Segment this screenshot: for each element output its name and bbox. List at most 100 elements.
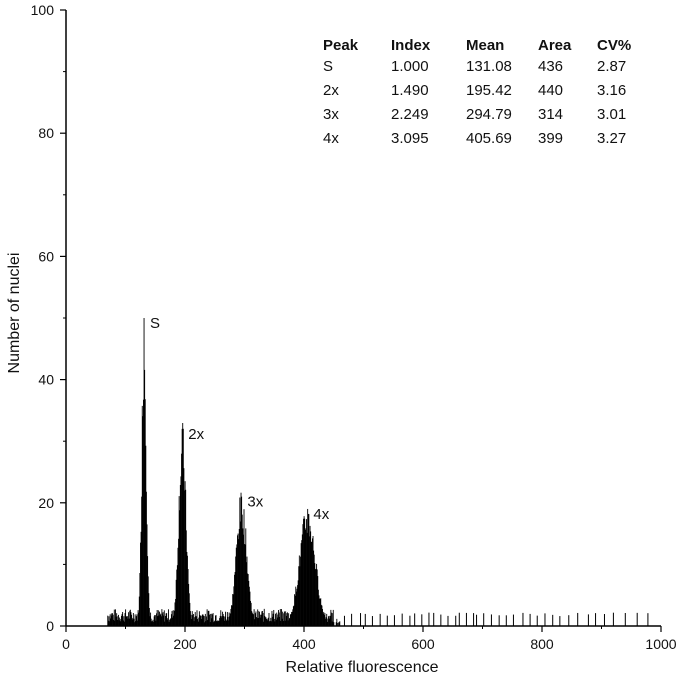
histogram-bar — [254, 619, 256, 626]
histogram-bar — [282, 611, 284, 626]
histogram-bar — [161, 609, 163, 626]
histogram-bar — [239, 521, 241, 626]
event-bar — [577, 612, 579, 626]
histogram-bar — [253, 609, 255, 626]
event-bar — [440, 614, 442, 626]
histogram-bar — [153, 621, 155, 626]
histogram-bar — [172, 617, 174, 626]
histogram-bar — [187, 555, 188, 626]
histogram-bar — [138, 612, 140, 626]
histogram-bar — [336, 618, 338, 626]
histogram-bar — [132, 619, 134, 626]
histogram-bar — [169, 619, 171, 626]
histogram-bar — [185, 530, 187, 626]
histogram-bar — [329, 615, 331, 626]
histogram-bar — [210, 613, 212, 626]
table-cell: 2x — [323, 82, 339, 99]
histogram-bar — [200, 615, 202, 626]
histogram-bar — [295, 591, 297, 626]
histogram-bar — [214, 621, 216, 626]
histogram-bar — [292, 606, 294, 626]
histogram-bar — [234, 574, 235, 626]
histogram-bar — [266, 620, 268, 626]
histogram-bar — [308, 514, 310, 626]
histogram-bar — [248, 586, 250, 626]
y-tick-label: 40 — [38, 372, 54, 388]
histogram-bar — [200, 616, 202, 626]
histogram-bar — [178, 496, 180, 626]
histogram-bar — [260, 614, 262, 626]
peak-labels: S 2x 3x 4x — [150, 315, 330, 523]
histogram-bar — [269, 621, 271, 626]
table-cell: 131.08 — [466, 58, 512, 75]
histogram-bar — [310, 531, 312, 626]
histogram-bar — [193, 621, 195, 626]
histogram-bar — [307, 513, 309, 626]
histogram-bar — [188, 593, 190, 626]
histogram-bar — [315, 568, 317, 626]
histogram-bar — [294, 595, 296, 626]
event-bar — [465, 612, 467, 626]
histogram-bar — [229, 613, 231, 626]
event-bar — [559, 616, 561, 626]
table-cell: 3x — [323, 106, 339, 123]
histogram-bar — [284, 620, 286, 626]
histogram-bar — [213, 622, 215, 626]
histogram-bar — [338, 622, 340, 626]
histogram-bar — [187, 569, 189, 626]
histogram-bar — [175, 598, 177, 626]
histogram-bar — [241, 514, 243, 626]
histogram-bar — [316, 563, 318, 626]
table-cell: 2.249 — [391, 106, 429, 123]
histogram-bar — [170, 618, 172, 626]
histogram-bar — [279, 609, 281, 626]
histogram-bar — [227, 616, 229, 626]
table-cell: 4x — [323, 130, 339, 147]
histogram-bar — [314, 563, 316, 626]
histogram-bar — [232, 594, 234, 626]
histogram-bar — [127, 618, 129, 626]
histogram-bar — [292, 609, 294, 626]
histogram-bar — [186, 551, 188, 626]
histogram-bar — [165, 615, 166, 626]
histogram-bar — [140, 542, 141, 626]
histogram-bar — [235, 547, 237, 626]
histogram-bar — [190, 614, 192, 626]
histogram-bar — [162, 612, 164, 626]
histogram-bar — [325, 617, 327, 626]
histogram-bar — [231, 605, 232, 626]
histogram-bar — [176, 565, 178, 626]
histogram-bar — [180, 476, 182, 626]
histogram-bar — [306, 532, 308, 626]
histogram-bar — [331, 612, 332, 626]
histogram-bar — [336, 622, 338, 626]
histogram-bar — [301, 534, 303, 626]
histogram-bar — [297, 580, 299, 626]
histogram-bar — [134, 622, 135, 626]
histogram-bar — [271, 610, 273, 626]
histogram-bar — [262, 612, 264, 626]
histogram-bar — [279, 612, 281, 626]
histogram-bar — [298, 566, 300, 626]
histogram-bar — [306, 519, 307, 626]
event-bar — [587, 614, 589, 626]
histogram-bar — [157, 616, 159, 626]
histogram-bar — [162, 613, 163, 626]
histogram-bar — [205, 621, 207, 626]
histogram-bar — [140, 531, 142, 626]
event-bar — [428, 612, 430, 626]
histogram-bar — [332, 613, 334, 626]
histogram-bar — [256, 617, 257, 626]
histogram-bar — [215, 615, 217, 626]
histogram-bar — [225, 611, 227, 626]
histogram-bar — [234, 572, 236, 626]
event-bar — [473, 613, 475, 626]
event-bar — [544, 613, 546, 626]
y-tick-label: 80 — [38, 125, 54, 141]
histogram-bar — [242, 534, 244, 626]
histogram-bar — [270, 617, 272, 626]
event-bar — [393, 615, 395, 626]
histogram-bar — [160, 616, 162, 626]
event-bar — [476, 614, 478, 626]
histogram-bar — [112, 613, 113, 626]
